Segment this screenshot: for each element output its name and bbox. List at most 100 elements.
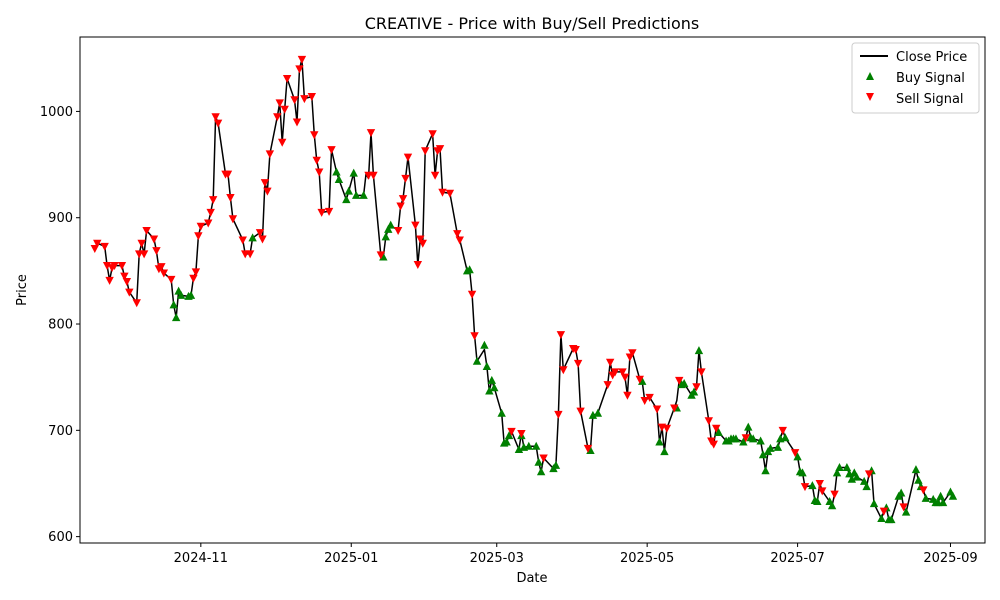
x-tick-label: 2025-03	[470, 551, 524, 566]
sell-signal-marker	[132, 299, 141, 308]
sell-signal-marker	[411, 221, 420, 230]
buy-signal-marker	[349, 168, 358, 177]
y-tick-label: 700	[48, 424, 73, 439]
x-tick-label: 2024-11	[174, 551, 228, 566]
buy-signal-marker	[714, 427, 723, 436]
buy-signal-marker	[524, 441, 534, 450]
buy-signal-marker	[758, 450, 768, 459]
sell-signal-marker	[369, 171, 378, 180]
sell-signal-marker	[864, 470, 874, 479]
sell-signal-marker	[213, 119, 223, 128]
sell-signal-marker	[110, 262, 119, 271]
buy-signal-marker	[761, 466, 770, 475]
sell-signal-marker	[620, 373, 630, 382]
buy-signal-marker	[342, 195, 351, 204]
sell-signal-marker	[605, 358, 615, 367]
sell-signal-marker	[573, 359, 583, 368]
buy-signal-marker	[739, 437, 748, 446]
sell-signal-marker	[120, 272, 129, 281]
sell-signal-marker	[675, 376, 684, 385]
sell-signal-marker	[618, 368, 627, 377]
buy-signal-marker	[832, 468, 842, 477]
sell-signal-marker	[539, 454, 548, 463]
buy-signal-marker	[465, 265, 474, 274]
buy-signal-marker	[485, 386, 494, 395]
buy-signal-marker	[482, 362, 492, 371]
sell-signal-marker	[152, 247, 161, 256]
sell-signal-marker	[800, 483, 810, 492]
sell-signal-marker	[117, 262, 127, 271]
sell-signal-marker	[428, 130, 437, 139]
buy-signal-marker	[334, 174, 344, 183]
x-tick-label: 2025-05	[620, 551, 674, 566]
buy-signal-marker	[869, 499, 879, 508]
sell-signal-marker	[830, 490, 839, 499]
sell-signal-marker	[102, 262, 112, 271]
sell-signal-marker	[93, 239, 102, 248]
legend-sell-signal: Sell Signal	[896, 92, 964, 107]
buy-signal-marker	[660, 447, 669, 456]
buy-signal-marker	[948, 491, 958, 500]
buy-signal-marker	[781, 433, 790, 442]
buy-signal-marker	[487, 375, 497, 384]
sell-signal-marker	[418, 239, 427, 248]
buy-signal-marker	[344, 186, 353, 195]
sell-signal-marker	[290, 96, 299, 105]
sell-signal-marker	[282, 74, 292, 83]
sell-signal-marker	[228, 215, 238, 224]
buy-signal-marker	[914, 475, 923, 484]
sell-signal-marker	[640, 397, 649, 406]
buy-signal-marker	[921, 493, 931, 502]
sell-signal-marker	[603, 381, 612, 390]
sell-signal-marker	[314, 168, 324, 177]
buy-signal-marker	[171, 313, 181, 322]
sell-signal-marker	[208, 196, 218, 205]
buy-signal-marker	[773, 442, 783, 451]
buy-signal-marker	[694, 346, 704, 355]
sell-signal-marker	[704, 417, 714, 426]
sell-signal-marker	[327, 146, 336, 155]
buy-signal-marker	[901, 507, 911, 516]
sell-signal-marker	[159, 269, 169, 278]
buy-signal-marker	[842, 463, 852, 472]
buy-signal-marker	[887, 515, 896, 524]
sell-signal-marker	[312, 156, 321, 165]
buy-signal-marker	[536, 467, 546, 476]
sell-signal-marker	[576, 407, 585, 416]
sell-signal-marker	[295, 65, 304, 74]
buy-signal-marker	[169, 300, 178, 309]
sell-signal-marker	[712, 424, 721, 433]
sell-signal-marker	[438, 188, 447, 197]
buy-signal-marker	[689, 387, 699, 396]
y-tick-label: 800	[48, 318, 73, 333]
sell-signal-marker	[194, 232, 203, 241]
sell-signal-marker	[556, 331, 566, 340]
sell-signal-marker	[453, 230, 462, 239]
sell-signal-marker	[517, 430, 526, 439]
buy-signal-marker	[551, 460, 561, 469]
buy-signal-marker	[351, 190, 361, 199]
sell-signal-marker	[258, 235, 267, 244]
buy-signal-marker	[504, 431, 514, 440]
x-axis: 2024-11 2025-01 2025-03 2025-05 2025-07 2025-…	[174, 543, 978, 566]
buy-signal-marker	[502, 437, 511, 446]
sell-signal-marker	[167, 275, 176, 284]
legend-close-price: Close Price	[896, 50, 967, 65]
sell-signal-marker	[467, 290, 477, 299]
buy-signal-marker	[480, 340, 489, 349]
buy-signal-marker	[384, 224, 393, 233]
sell-signal-marker	[278, 138, 287, 147]
sell-signal-marker	[307, 93, 316, 102]
y-tick-label: 900	[48, 211, 73, 226]
sell-signal-marker	[142, 226, 151, 235]
y-axis: 600 700 800 900 1000	[40, 105, 80, 545]
sell-signal-marker	[652, 405, 662, 414]
sell-signal-marker	[709, 440, 718, 449]
sell-signal-marker	[470, 332, 479, 341]
sell-signal-marker	[610, 368, 620, 377]
sell-signal-marker	[778, 426, 787, 435]
sell-signal-marker	[105, 276, 114, 285]
chart-title: CREATIVE - Price with Buy/Sell Predictio…	[365, 14, 700, 33]
buy-signal-marker	[877, 514, 886, 523]
sell-signal-marker	[421, 147, 430, 156]
